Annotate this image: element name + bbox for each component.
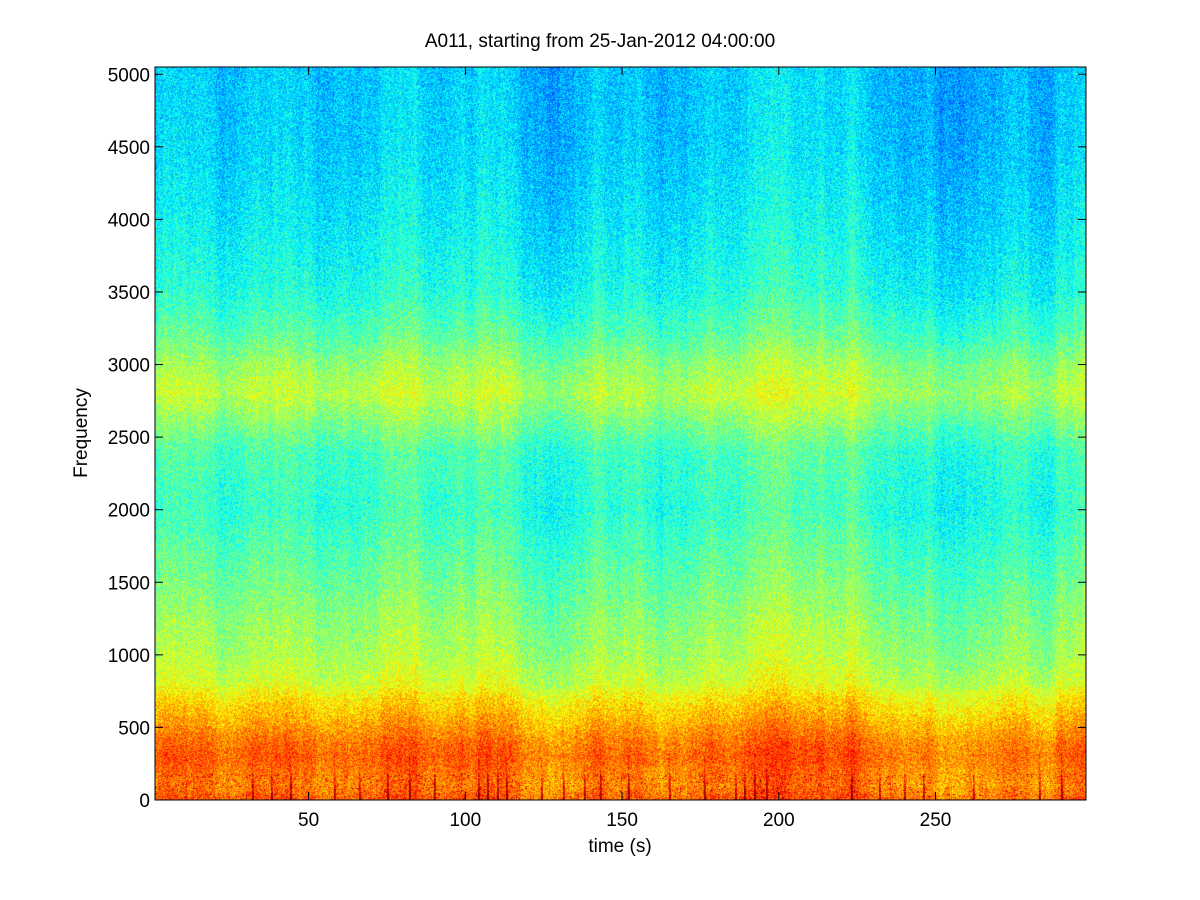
y-axis: 0 500 1000 1500 2000 2500 3000 3500 4000 4500 5000 <box>108 65 1086 812</box>
plot-area <box>155 67 1086 800</box>
y-tick-label: 0 <box>139 791 150 812</box>
y-tick-label: 2500 <box>108 428 150 449</box>
chart-title: A011, starting from 25-Jan-2012 04:00:00 <box>424 31 776 52</box>
x-tick-label: 100 <box>449 810 481 831</box>
y-tick-label: 4500 <box>108 138 150 159</box>
y-tick-label: 1000 <box>108 646 150 667</box>
y-tick-label: 4000 <box>108 210 150 231</box>
y-tick-label: 3000 <box>108 356 150 377</box>
y-tick-label: 5000 <box>108 65 150 86</box>
x-tick-label: 250 <box>920 810 952 831</box>
x-tick-label: 50 <box>298 810 319 831</box>
y-axis-label: Frequency <box>71 388 92 478</box>
axes-frame <box>154 66 1087 801</box>
y-tick-label: 2000 <box>108 501 150 522</box>
x-tick-label: 200 <box>763 810 795 831</box>
y-tick-label: 500 <box>118 718 150 739</box>
spectrogram-heatmap <box>155 67 1086 800</box>
y-tick-label: 3500 <box>108 283 150 304</box>
y-tick-label: 1500 <box>108 573 150 594</box>
x-axis-label: time (s) <box>588 836 652 857</box>
x-axis: 50 100 150 200 250 <box>298 67 951 831</box>
x-tick-label: 150 <box>606 810 638 831</box>
